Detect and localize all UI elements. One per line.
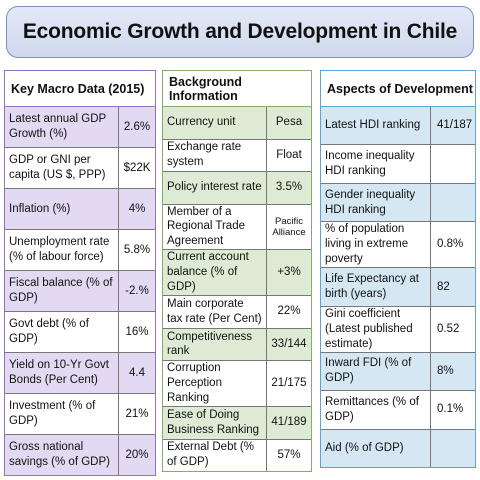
row-value: 21/175 xyxy=(271,377,307,390)
table-row: Latest annual GDP Growth (%) 2.6% xyxy=(5,107,155,147)
table-row: External Debt (% of GDP) 57% xyxy=(163,438,311,472)
row-label: Remittances (% of GDP) xyxy=(321,391,431,429)
table-row: Govt debt (% of GDP) 16% xyxy=(5,311,155,352)
row-label: Life Expectancy at birth (years) xyxy=(321,268,431,306)
background-info-table: Currency unit Pesa Exchange rate system Fl… xyxy=(163,107,311,472)
row-value: 57% xyxy=(277,448,301,461)
table-row: GDP or GNI per capita (US $, PPP) $22K xyxy=(5,147,155,188)
row-value: 16% xyxy=(125,325,149,338)
row-value: Float xyxy=(276,148,302,161)
table-row: Competitiveness rank 33/144 xyxy=(163,327,311,361)
row-label: Policy interest rate xyxy=(163,172,267,204)
row-value: 33/144 xyxy=(271,337,307,350)
table-row: Latest HDI ranking 41/187 xyxy=(321,107,475,145)
row-label: Unemployment rate (% of labour force) xyxy=(5,230,119,270)
row-label: External Debt (% of GDP) xyxy=(163,439,267,472)
table-row: Life Expectancy at birth (years) 82 xyxy=(321,267,475,306)
row-value: Pesa xyxy=(275,116,303,129)
row-value: 5.8% xyxy=(123,243,151,256)
row-label: Gross national savings (% of GDP) xyxy=(5,435,119,475)
development-table: Latest HDI ranking 41/187 Income inequali… xyxy=(321,107,475,468)
row-value: 2.6% xyxy=(123,120,151,133)
table-row: Yield on 10-Yr Govt Bonds (Per Cent) 4.4 xyxy=(5,352,155,393)
table-row: Inward FDI (% of GDP) 8% xyxy=(321,351,475,391)
row-value: 41/189 xyxy=(271,416,307,429)
macro-data-panel: Key Macro Data (2015) Latest annual GDP … xyxy=(4,70,156,476)
table-row: Policy interest rate 3.5% xyxy=(163,171,311,204)
table-row: Exchange rate system Float xyxy=(163,138,311,172)
row-value: 3.5% xyxy=(275,181,303,194)
background-info-heading: Background Information xyxy=(163,71,311,107)
row-value: 8% xyxy=(437,364,454,377)
row-label: Inward FDI (% of GDP) xyxy=(321,352,431,391)
row-label: Fiscal balance (% of GDP) xyxy=(5,271,119,311)
row-label: Latest annual GDP Growth (%) xyxy=(5,107,119,147)
row-label: Latest HDI ranking xyxy=(321,107,431,145)
table-row: Currency unit Pesa xyxy=(163,107,311,139)
row-value: 0.52 xyxy=(437,322,460,335)
row-label: Currency unit xyxy=(163,107,267,139)
table-row: Gini coefficient (Latest published estim… xyxy=(321,305,475,352)
row-value: 20% xyxy=(125,448,149,461)
table-row: Gender inequality HDI ranking xyxy=(321,182,475,222)
table-row: Unemployment rate (% of labour force) 5.8… xyxy=(5,229,155,270)
row-label: GDP or GNI per capita (US $, PPP) xyxy=(5,148,119,188)
table-row: Member of a Regional Trade Agreement Paci… xyxy=(163,203,311,250)
page-title: Economic Growth and Development in Chile xyxy=(6,6,474,58)
row-value: 4% xyxy=(128,202,146,215)
table-row: Ease of Doing Business Ranking 41/189 xyxy=(163,406,311,439)
row-value: $22K xyxy=(123,161,151,174)
row-label: Gender inequality HDI ranking xyxy=(321,183,431,222)
table-row: Corruption Perception Ranking 21/175 xyxy=(163,360,311,407)
table-row: Fiscal balance (% of GDP) -2.% xyxy=(5,270,155,311)
row-label: Investment (% of GDP) xyxy=(5,394,119,434)
table-row: % of population living in extreme povert… xyxy=(321,221,475,268)
row-value: 82 xyxy=(437,280,450,293)
row-value: Pacific Alliance xyxy=(272,215,306,238)
row-value xyxy=(431,184,475,221)
row-label: Aid (% of GDP) xyxy=(321,429,431,468)
table-row: Aid (% of GDP) xyxy=(321,428,475,468)
row-value: 0.8% xyxy=(437,238,464,251)
row-value: +3% xyxy=(277,266,301,279)
table-row: Gross national savings (% of GDP) 20% xyxy=(5,434,155,475)
row-value: 41/187 xyxy=(437,119,473,132)
table-row: Remittances (% of GDP) 0.1% xyxy=(321,390,475,429)
row-value: 21% xyxy=(125,407,149,420)
macro-data-table: Latest annual GDP Growth (%) 2.6% GDP or … xyxy=(5,107,155,475)
row-value: 22% xyxy=(277,305,301,318)
row-label: Main corporate tax rate (Per Cent) xyxy=(163,296,267,328)
row-label: Exchange rate system xyxy=(163,139,267,172)
table-row: Inflation (%) 4% xyxy=(5,188,155,229)
row-label: Inflation (%) xyxy=(5,189,119,229)
development-heading: Aspects of Development xyxy=(321,71,475,107)
row-label: Govt debt (% of GDP) xyxy=(5,312,119,352)
row-value: -2.% xyxy=(125,284,149,297)
row-value: 0.1% xyxy=(437,403,464,416)
row-label: Member of a Regional Trade Agreement xyxy=(163,204,267,250)
table-row: Main corporate tax rate (Per Cent) 22% xyxy=(163,295,311,328)
row-value: 4.4 xyxy=(129,366,145,379)
macro-data-heading: Key Macro Data (2015) xyxy=(5,71,155,107)
row-label: Income inequality HDI ranking xyxy=(321,145,431,183)
row-label: Ease of Doing Business Ranking xyxy=(163,407,267,439)
background-info-panel: Background Information Currency unit Pesa… xyxy=(162,70,312,472)
row-label: Gini coefficient (Latest published estim… xyxy=(321,306,431,352)
row-label: Competitiveness rank xyxy=(163,328,267,361)
row-label: % of population living in extreme povert… xyxy=(321,222,431,268)
row-label: Corruption Perception Ranking xyxy=(163,361,267,407)
table-row: Income inequality HDI ranking xyxy=(321,144,475,183)
table-row: Current account balance (% of GDP) +3% xyxy=(163,249,311,296)
development-panel: Aspects of Development Latest HDI rankin… xyxy=(320,70,476,468)
table-row: Investment (% of GDP) 21% xyxy=(5,393,155,434)
row-value xyxy=(431,430,475,467)
row-value xyxy=(431,145,475,182)
row-label: Yield on 10-Yr Govt Bonds (Per Cent) xyxy=(5,353,119,393)
row-label: Current account balance (% of GDP) xyxy=(163,250,267,296)
